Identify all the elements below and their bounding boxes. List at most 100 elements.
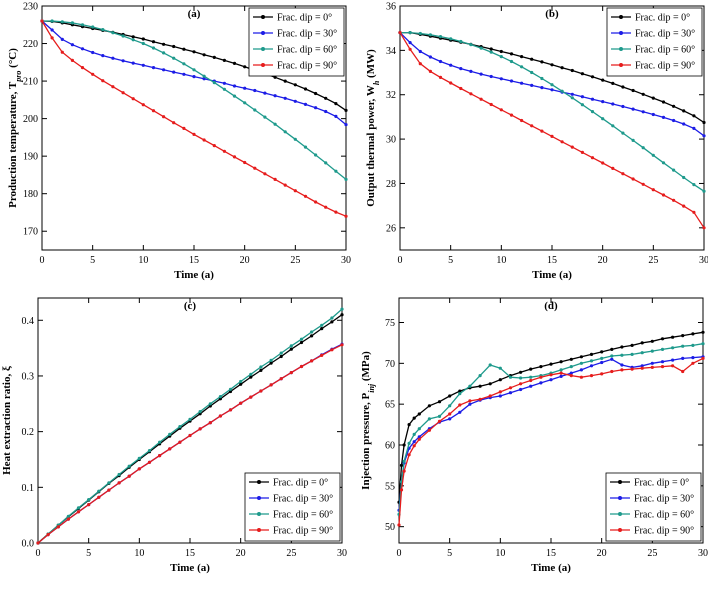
- data-point: [340, 307, 344, 311]
- data-point: [661, 115, 666, 119]
- data-point: [620, 368, 624, 372]
- data-point: [579, 355, 584, 359]
- data-point: [299, 340, 304, 345]
- x-tick-label: 30: [341, 255, 351, 266]
- data-point: [137, 467, 141, 471]
- legend-marker: [618, 480, 622, 484]
- legend-label: Frac. dip = 0°: [635, 13, 690, 24]
- data-point: [489, 74, 493, 79]
- data-point: [590, 75, 595, 79]
- data-point: [427, 417, 431, 421]
- series-line: [398, 343, 704, 515]
- data-point: [580, 72, 585, 76]
- data-point: [283, 130, 287, 134]
- x-tick-label: 5: [447, 548, 452, 559]
- data-point: [289, 344, 293, 348]
- legend-label: Frac. dip = 30°: [635, 29, 695, 40]
- data-point: [399, 463, 404, 467]
- data-point: [228, 389, 233, 394]
- data-point: [417, 427, 421, 431]
- y-tick-label: 0.1: [22, 483, 35, 494]
- y-tick-label: 200: [23, 114, 38, 125]
- legend-marker: [618, 496, 622, 500]
- legend-label: Frac. dip = 30°: [277, 29, 337, 40]
- data-point: [529, 378, 533, 383]
- data-point: [340, 313, 344, 317]
- data-point: [397, 523, 401, 527]
- data-point: [168, 447, 172, 451]
- x-tick-label: 25: [647, 548, 657, 559]
- legend-label: Frac. dip = 90°: [277, 61, 337, 72]
- x-tick-label: 30: [699, 255, 708, 266]
- data-point: [508, 375, 513, 379]
- y-tick-label: 0.0: [22, 539, 35, 550]
- data-point: [437, 400, 442, 404]
- data-point: [621, 131, 625, 135]
- data-point: [208, 421, 212, 425]
- data-point: [559, 360, 563, 364]
- data-point: [601, 100, 605, 104]
- x-tick-label: 0: [397, 548, 402, 559]
- data-point: [438, 35, 443, 39]
- data-point: [600, 350, 604, 354]
- series-0: [397, 330, 705, 504]
- data-point: [640, 364, 644, 368]
- data-point: [107, 488, 111, 492]
- series-3: [36, 343, 344, 545]
- data-point: [303, 102, 308, 106]
- data-point: [672, 118, 676, 123]
- data-point: [158, 454, 162, 458]
- data-point: [202, 138, 206, 142]
- x-tick-label: 15: [547, 255, 557, 266]
- data-point: [76, 506, 81, 510]
- legend-box: [605, 472, 702, 542]
- data-point: [560, 89, 564, 93]
- data-point: [681, 356, 685, 360]
- data-point: [540, 86, 544, 90]
- data-point: [539, 375, 543, 379]
- data-point: [651, 112, 655, 117]
- data-point: [701, 356, 705, 360]
- data-point: [218, 397, 222, 401]
- legend: Frac. dip = 0° Frac. dip = 30° Frac. dip =…: [248, 7, 345, 77]
- data-point: [550, 83, 554, 87]
- data-point: [580, 150, 585, 154]
- data-point: [692, 126, 696, 130]
- data-point: [702, 189, 706, 193]
- data-point: [427, 404, 431, 408]
- x-tick-label: 20: [597, 548, 607, 559]
- legend-label: Frac. dip = 60°: [273, 510, 333, 521]
- data-point: [529, 375, 533, 379]
- data-point: [158, 440, 162, 444]
- data-point: [681, 334, 685, 338]
- data-point: [550, 134, 554, 138]
- data-point: [489, 47, 493, 51]
- data-point: [448, 404, 452, 408]
- data-point: [671, 358, 675, 362]
- data-point: [671, 364, 675, 368]
- data-point: [91, 25, 95, 29]
- data-point: [661, 161, 666, 165]
- data-point: [671, 346, 675, 350]
- data-point: [314, 153, 318, 157]
- data-point: [437, 419, 442, 423]
- data-point: [650, 361, 654, 365]
- data-point: [479, 72, 483, 76]
- data-point: [660, 347, 665, 351]
- data-point: [651, 153, 655, 157]
- data-point: [344, 108, 348, 112]
- data-point: [540, 60, 544, 64]
- y-axis-label: Production temperature, Tpro (°C): [7, 48, 23, 208]
- data-point: [259, 389, 263, 393]
- data-point: [478, 397, 482, 401]
- data-point: [243, 65, 247, 69]
- legend-label: Frac. dip = 30°: [273, 494, 333, 505]
- data-point: [469, 92, 473, 96]
- y-axis-label: Heat extraction ratio, ξ: [1, 366, 13, 475]
- data-point: [249, 375, 253, 379]
- y-tick-label: 180: [23, 189, 38, 200]
- data-point: [402, 469, 406, 473]
- data-point: [640, 341, 644, 345]
- data-point: [273, 75, 277, 79]
- data-point: [478, 374, 482, 378]
